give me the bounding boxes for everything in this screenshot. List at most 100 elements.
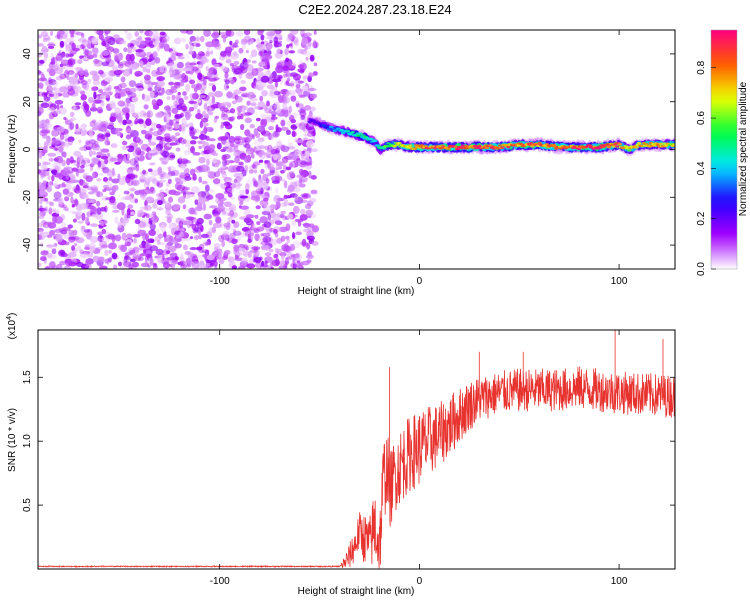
spectrogram-y-tick-label: 0 <box>22 146 33 152</box>
spectrogram-noise-blob <box>134 70 143 77</box>
spectrogram-noise-blob <box>273 228 278 234</box>
spectrogram-noise-blob <box>169 73 174 78</box>
spectrogram-noise-blob <box>236 115 242 120</box>
spectrogram-noise-blob <box>92 47 99 54</box>
spectrogram-noise-blob <box>161 141 167 148</box>
spectrogram-noise-blob <box>93 91 97 100</box>
spectrogram-noise-blob <box>48 222 57 229</box>
spectrogram-noise-blob <box>93 58 100 64</box>
spectrogram-noise-blob <box>220 136 229 141</box>
spectrogram-noise-blob <box>270 116 278 120</box>
spectrogram-noise-blob <box>179 260 187 267</box>
spectrogram-track-cell <box>408 144 413 147</box>
spectrogram-noise-blob <box>152 38 156 42</box>
spectrogram-noise-blob <box>277 145 281 151</box>
spectrogram-noise-blob <box>38 34 43 39</box>
spectrogram-noise-blob <box>240 123 245 131</box>
spectrogram-noise-blob <box>64 207 69 212</box>
spectrogram-noise-blob <box>144 39 154 45</box>
spectrogram-noise-blob <box>60 59 70 66</box>
spectrogram-noise-blob <box>73 218 77 223</box>
colorbar-label: Normalized spectral amplitude <box>738 81 749 216</box>
spectrogram-noise-blob <box>149 90 155 99</box>
spectrogram-noise-blob <box>291 220 297 226</box>
spectrogram-noise-blob <box>74 102 82 106</box>
spectrogram-noise-blob <box>296 206 300 213</box>
spectrogram-noise-blob <box>281 66 290 74</box>
spectrogram-noise-blob <box>74 198 79 206</box>
spectrogram-noise-blob <box>193 210 197 216</box>
spectrogram-noise-blob <box>42 34 51 41</box>
spectrogram-noise-blob <box>184 139 192 148</box>
spectrogram-noise-blob <box>293 39 299 47</box>
spectrogram-noise-blob <box>76 210 83 216</box>
spectrogram-noise-blob <box>153 262 157 267</box>
spectrogram-noise-blob <box>38 107 44 115</box>
spectrogram-noise-blob <box>87 78 92 83</box>
spectrogram-noise-blob <box>111 178 120 184</box>
spectrogram-noise-blob <box>49 202 54 207</box>
spectrogram-noise-blob <box>209 50 214 55</box>
spectrogram-noise-blob <box>104 258 109 264</box>
spectrogram-noise-blob <box>149 128 154 132</box>
spectrogram-noise-blob <box>283 106 290 110</box>
spectrogram-noise-blob <box>163 236 168 243</box>
spectrogram-noise-blob <box>170 85 178 90</box>
spectrogram-noise-blob <box>240 205 250 210</box>
spectrogram-noise-blob <box>166 242 174 247</box>
spectrogram-noise-blob <box>278 226 288 233</box>
spectrogram-noise-blob <box>87 191 95 195</box>
spectrogram-noise-blob <box>87 159 91 164</box>
snr-plot-area <box>38 330 675 569</box>
spectrogram-noise-blob <box>302 223 311 227</box>
spectrogram-noise-blob <box>155 112 165 118</box>
spectrogram-noise-blob <box>277 95 285 103</box>
spectrogram-noise-blob <box>218 257 225 265</box>
spectrogram-noise-blob <box>304 32 312 37</box>
spectrogram-noise-blob <box>203 126 208 135</box>
spectrogram-noise-blob <box>134 156 139 163</box>
spectrogram-noise-blob <box>149 44 155 49</box>
spectrogram-noise-blob <box>243 209 251 216</box>
spectrogram-noise-blob <box>301 37 309 45</box>
spectrogram-noise-blob <box>309 93 318 99</box>
spectrogram-noise-blob <box>64 258 73 267</box>
spectrogram-noise-blob <box>138 189 143 194</box>
spectrogram-noise-blob <box>116 115 124 122</box>
spectrogram-noise-blob <box>93 30 100 35</box>
spectrogram-noise-blob <box>105 38 113 43</box>
spectrogram-noise-blob <box>69 49 74 54</box>
spectrogram-noise-blob <box>211 40 221 47</box>
spectrogram-noise-blob <box>171 52 176 60</box>
spectrogram-noise-blob <box>69 76 78 85</box>
spectrogram-noise-blob <box>67 53 74 58</box>
spectrogram-track-cell <box>325 125 330 128</box>
spectrogram-noise-blob <box>290 124 298 130</box>
spectrogram-noise-blob <box>163 230 167 238</box>
spectrogram-noise-blob <box>222 210 227 215</box>
spectrogram-noise-blob <box>179 180 184 186</box>
spectrogram-noise-blob <box>40 102 50 109</box>
spectrogram-noise-blob <box>260 168 265 174</box>
spectrogram-track-cell <box>423 145 428 148</box>
spectrogram-noise-blob <box>139 80 143 85</box>
spectrogram-noise-blob <box>203 213 212 220</box>
spectrogram-noise-blob <box>179 139 185 145</box>
spectrogram-noise-blob <box>46 67 54 73</box>
spectrogram-noise-blob <box>298 108 306 114</box>
spectrogram-noise-blob <box>214 32 221 37</box>
spectrogram-noise-blob <box>206 254 215 261</box>
spectrogram-noise-blob <box>109 191 115 196</box>
spectrogram-noise-blob <box>284 257 290 265</box>
spectrogram-noise-blob <box>57 197 64 205</box>
spectrogram-noise-blob <box>286 36 293 43</box>
spectrogram-noise-blob <box>45 265 51 269</box>
spectrogram-noise-blob <box>262 173 269 182</box>
spectrogram-noise-blob <box>233 60 240 66</box>
spectrogram-noise-blob <box>255 117 261 122</box>
spectrogram-noise-blob <box>201 249 210 254</box>
spectrogram-noise-blob <box>221 240 226 248</box>
spectrogram-noise-blob <box>100 155 109 160</box>
spectrogram-noise-blob <box>151 136 157 144</box>
spectrogram-noise-blob <box>271 110 277 117</box>
